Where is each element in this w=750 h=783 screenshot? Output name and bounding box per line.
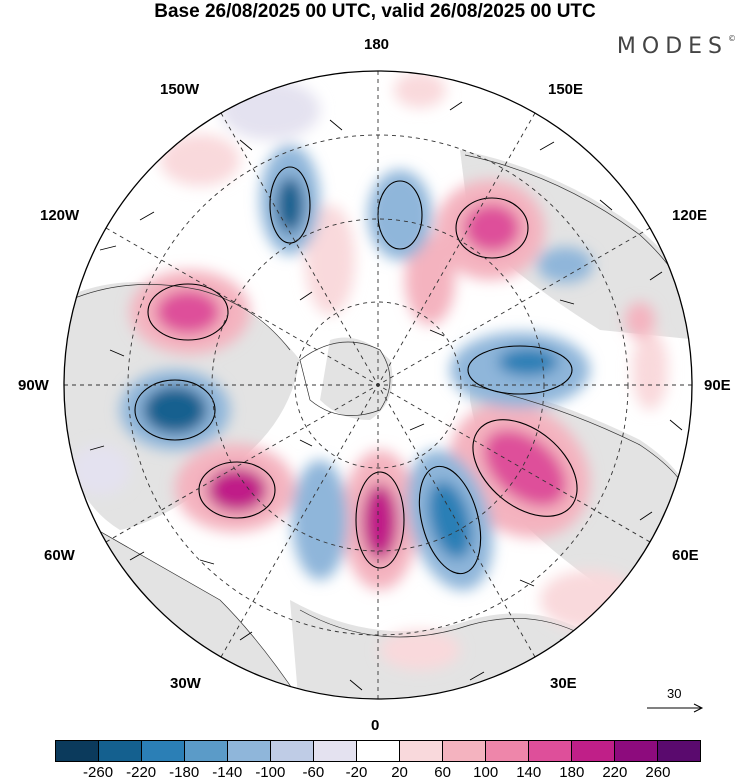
wind-vectors <box>89 101 683 691</box>
lon-label-90w: 90W <box>18 377 49 394</box>
colorbar-tick-label: -260 <box>83 764 114 781</box>
colorbar-tick-label: -20 <box>345 764 368 781</box>
colorbar-tick-label: 60 <box>434 764 451 781</box>
colorbar-cell <box>400 741 443 761</box>
colorbar-cell <box>271 741 314 761</box>
colorbar-cell <box>99 741 142 761</box>
lon-label-120w: 120W <box>40 207 80 224</box>
graticule <box>64 71 692 699</box>
logo-mark: © <box>728 33 736 43</box>
colorbar-cell <box>615 741 658 761</box>
lon-label-150w: 150W <box>160 81 200 98</box>
colorbar-tick-label: -220 <box>126 764 157 781</box>
colorbar-cell <box>529 741 572 761</box>
lon-label-0: 0 <box>371 717 380 734</box>
lon-label-120e: 120E <box>672 207 708 224</box>
colorbar-tick-label: 100 <box>473 764 499 781</box>
colorbar-tick-label: -60 <box>302 764 325 781</box>
reference-arrow-icon <box>647 703 704 713</box>
colorbar-cell <box>142 741 185 761</box>
colorbar-cell <box>443 741 486 761</box>
colorbar-cell <box>357 741 400 761</box>
anomaly-field <box>70 72 668 670</box>
lon-label-150e: 150E <box>548 81 584 98</box>
reference-vector-label: 30 <box>667 686 682 701</box>
colorbar-cell <box>572 741 615 761</box>
colorbar-cell <box>486 741 529 761</box>
map-title: Base 26/08/2025 00 UTC, valid 26/08/2025… <box>154 1 596 22</box>
colorbar-tick-label: -180 <box>169 764 200 781</box>
lon-label-90e: 90E <box>704 377 731 394</box>
map-border <box>63 70 693 700</box>
reference-vector: 30 <box>645 686 705 716</box>
lon-label-60w: 60W <box>44 547 75 564</box>
colorbar-tick-label: 140 <box>516 764 542 781</box>
lon-label-60e: 60E <box>672 547 699 564</box>
modes-logo: MODES© <box>617 34 736 59</box>
colorbar-tick-label: -100 <box>255 764 286 781</box>
logo-text: MODES <box>616 34 728 59</box>
colorbar <box>55 740 701 762</box>
colorbar-cell <box>658 741 700 761</box>
lon-label-180: 180 <box>364 36 390 53</box>
lon-label-30w: 30W <box>170 675 201 692</box>
colorbar-tick-label: -140 <box>212 764 243 781</box>
colorbar-tick-label: 260 <box>645 764 671 781</box>
colorbar-tick-label: 220 <box>602 764 628 781</box>
colorbar-cell <box>185 741 228 761</box>
colorbar-tick-label: 20 <box>391 764 408 781</box>
lon-label-30e: 30E <box>550 675 577 692</box>
map-disc <box>64 71 692 699</box>
colorbar-cell <box>56 741 99 761</box>
colorbar-tick-label: 180 <box>559 764 585 781</box>
colorbar-cell <box>228 741 271 761</box>
colorbar-cell <box>314 741 357 761</box>
